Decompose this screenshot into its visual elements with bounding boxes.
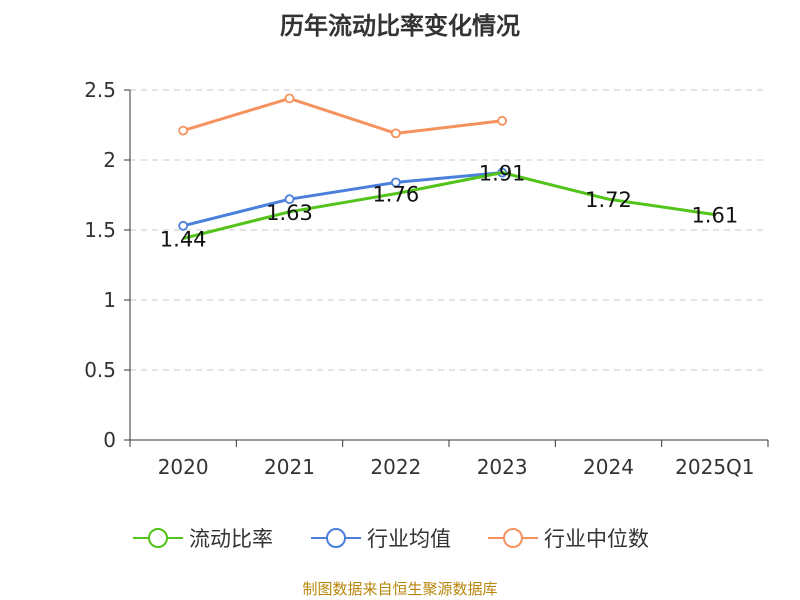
legend-symbol-current-ratio: [133, 528, 183, 548]
y-tick-label: 2: [103, 148, 116, 172]
y-tick-label: 0: [103, 428, 116, 452]
legend-symbol-industry-average: [311, 528, 361, 548]
series-line: [182, 171, 503, 228]
series-line: [182, 171, 716, 240]
x-tick-label: 2024: [583, 455, 634, 479]
legend-label-industry-average: 行业均值: [367, 527, 451, 551]
x-tick-label: 2023: [477, 455, 528, 479]
x-tick-label: 2025Q1: [675, 455, 754, 479]
grid-lines: [130, 89, 768, 371]
x-tick-label: 2020: [158, 455, 209, 479]
data-point: [390, 177, 401, 188]
series-lines: [178, 93, 716, 240]
series-line: [182, 96, 503, 135]
legend-symbol-industry-median: [488, 528, 538, 548]
legend-label-current-ratio: 流动比率: [189, 527, 273, 551]
chart-title: 历年流动比率变化情况: [280, 12, 520, 40]
data-point: [178, 125, 189, 136]
y-tick-label: 1.5: [84, 218, 116, 242]
data-point: [284, 93, 295, 104]
data-point: [390, 128, 401, 139]
legend-label-industry-median: 行业中位数: [544, 527, 649, 551]
data-label: 1.63: [266, 201, 313, 225]
data-point: [178, 220, 189, 231]
y-tick-label: 2.5: [84, 78, 116, 102]
legend-item-industry-median[interactable]: 行业中位数: [488, 520, 649, 556]
data-labels: 1.44 1.63 1.76 1.91 1.72 1.61: [160, 162, 738, 252]
data-point: [497, 115, 508, 126]
legend-item-industry-average[interactable]: 行业均值: [311, 520, 451, 556]
legend-item-current-ratio[interactable]: 流动比率: [133, 520, 273, 556]
data-label: 1.72: [585, 188, 632, 212]
data-label: 1.76: [372, 183, 419, 207]
source-note: 制图数据来自恒生聚源数据库: [302, 580, 498, 598]
axes: 0 0.5 1 1.5 2 2.5 2020 2021 2022 2023 2024 2025Q1: [84, 78, 769, 479]
y-tick-label: 1: [103, 288, 116, 312]
y-tick-label: 0.5: [84, 358, 116, 382]
data-label: 1.91: [479, 162, 526, 186]
data-label: 1.61: [691, 204, 738, 228]
chart-legend: 流动比率 行业均值 行业中位数: [0, 520, 800, 556]
x-tick-label: 2021: [264, 455, 315, 479]
x-tick-label: 2022: [370, 455, 421, 479]
data-label: 1.44: [160, 227, 207, 251]
data-point: [284, 194, 295, 205]
